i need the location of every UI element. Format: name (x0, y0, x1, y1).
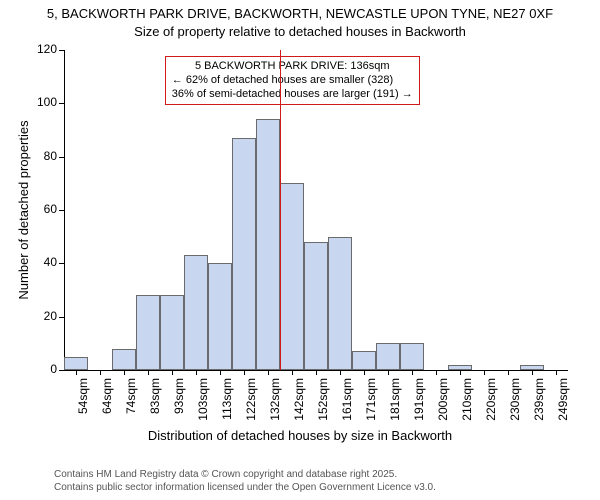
x-tick-label: 220sqm (484, 378, 498, 428)
histogram-bar (280, 183, 304, 370)
x-tick-label: 83sqm (148, 378, 162, 428)
y-tick (59, 370, 64, 371)
histogram-bar (160, 295, 184, 370)
x-tick (508, 370, 509, 375)
histogram-bar (400, 343, 424, 370)
x-tick-label: 103sqm (196, 378, 210, 428)
chart-title-line2: Size of property relative to detached ho… (0, 24, 600, 39)
y-tick (59, 210, 64, 211)
x-tick (412, 370, 413, 375)
y-axis-line (64, 50, 65, 370)
x-tick (220, 370, 221, 375)
x-tick-label: 113sqm (220, 378, 234, 428)
x-tick (124, 370, 125, 375)
histogram-bar (256, 119, 280, 370)
chart-title-line1: 5, BACKWORTH PARK DRIVE, BACKWORTH, NEWC… (0, 6, 600, 21)
histogram-bar (328, 237, 352, 370)
x-tick-label: 132sqm (268, 378, 282, 428)
x-tick-label: 181sqm (388, 378, 402, 428)
y-tick-label: 40 (19, 255, 57, 269)
x-tick-label: 200sqm (436, 378, 450, 428)
x-tick (340, 370, 341, 375)
histogram-bar (304, 242, 328, 370)
marker-line (280, 50, 281, 370)
y-tick (59, 317, 64, 318)
y-tick (59, 50, 64, 51)
callout-line3: 36% of semi-detached houses are larger (… (172, 88, 413, 102)
histogram-bar (64, 357, 88, 370)
y-tick-label: 60 (19, 202, 57, 216)
histogram-bar (184, 255, 208, 370)
histogram-bar (112, 349, 136, 370)
x-tick-label: 239sqm (532, 378, 546, 428)
y-tick (59, 103, 64, 104)
x-tick-label: 54sqm (76, 378, 90, 428)
y-tick-label: 0 (19, 362, 57, 376)
x-tick-label: 152sqm (316, 378, 330, 428)
x-tick-label: 122sqm (244, 378, 258, 428)
histogram-bar (232, 138, 256, 370)
y-tick-label: 80 (19, 149, 57, 163)
x-tick (436, 370, 437, 375)
callout-line2: ← 62% of detached houses are smaller (32… (172, 74, 413, 88)
x-tick (316, 370, 317, 375)
histogram-bar (352, 351, 376, 370)
x-tick-label: 230sqm (508, 378, 522, 428)
x-axis-title: Distribution of detached houses by size … (0, 428, 600, 443)
footer-line2: Contains public sector information licen… (54, 481, 436, 494)
x-tick (484, 370, 485, 375)
y-tick (59, 157, 64, 158)
callout-box: 5 BACKWORTH PARK DRIVE: 136sqm ← 62% of … (165, 56, 420, 105)
x-tick-label: 191sqm (412, 378, 426, 428)
x-tick (292, 370, 293, 375)
x-tick-label: 64sqm (100, 378, 114, 428)
footer-attribution: Contains HM Land Registry data © Crown c… (54, 468, 436, 494)
x-tick (244, 370, 245, 375)
x-tick (172, 370, 173, 375)
x-tick-label: 171sqm (364, 378, 378, 428)
x-tick-label: 249sqm (556, 378, 570, 428)
x-tick (460, 370, 461, 375)
y-tick-label: 20 (19, 309, 57, 323)
histogram-bar (208, 263, 232, 370)
histogram-bar (376, 343, 400, 370)
callout-line1: 5 BACKWORTH PARK DRIVE: 136sqm (172, 60, 413, 74)
y-tick-label: 100 (19, 95, 57, 109)
x-tick-label: 93sqm (172, 378, 186, 428)
x-tick (556, 370, 557, 375)
x-tick-label: 161sqm (340, 378, 354, 428)
x-tick (268, 370, 269, 375)
x-tick (76, 370, 77, 375)
x-tick (100, 370, 101, 375)
footer-line1: Contains HM Land Registry data © Crown c… (54, 468, 436, 481)
x-tick (148, 370, 149, 375)
x-tick (388, 370, 389, 375)
y-tick-label: 120 (19, 42, 57, 56)
histogram-bar (136, 295, 160, 370)
x-tick-label: 210sqm (460, 378, 474, 428)
x-tick-label: 74sqm (124, 378, 138, 428)
x-tick-label: 142sqm (292, 378, 306, 428)
x-tick (196, 370, 197, 375)
y-tick (59, 263, 64, 264)
x-tick (364, 370, 365, 375)
x-tick (532, 370, 533, 375)
